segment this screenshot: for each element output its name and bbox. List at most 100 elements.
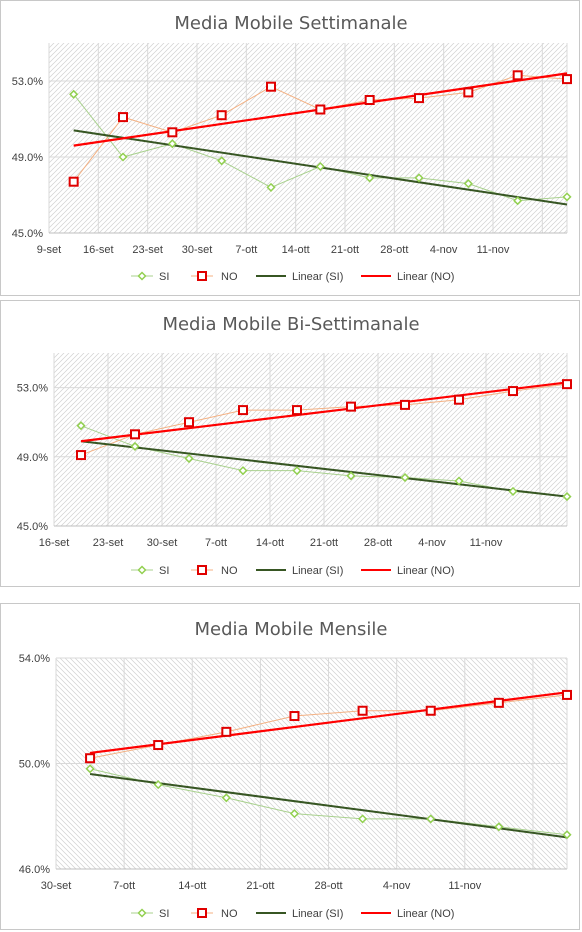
legend-si-marker	[137, 271, 147, 281]
point-si	[426, 814, 436, 824]
legend-si-label: SI	[159, 271, 169, 283]
x-tick-label: 7-ott	[235, 244, 257, 256]
point-si	[454, 476, 464, 486]
x-tick-label: 14-ott	[282, 244, 310, 256]
chart-monthly: Media Mobile Mensile 46.0% 50.0% 54.0% 30-se…	[19, 619, 572, 920]
point-no	[85, 753, 96, 764]
chart-biweekly: Media Mobile Bi-Settimanale 45.0% 49.0% 53.…	[17, 314, 572, 577]
point-si	[562, 192, 572, 202]
trendline-si	[80, 440, 568, 498]
point-no	[414, 93, 424, 104]
point-si	[153, 780, 163, 790]
point-no	[425, 705, 436, 716]
chart-panel-biweekly: Media Mobile Bi-Settimanale 45.0% 49.0% 53.…	[0, 300, 580, 587]
legend-no-label: NO	[221, 908, 238, 920]
point-no	[463, 87, 474, 98]
y-tick-label: 49.0%	[17, 452, 48, 464]
chart-title: Media Mobile Settimanale	[174, 13, 407, 34]
point-si	[346, 471, 356, 481]
point-no	[221, 726, 232, 737]
y-tick-label: 54.0%	[19, 653, 50, 665]
point-no	[68, 176, 79, 187]
x-tick-label: 23-set	[93, 537, 124, 549]
point-si	[217, 156, 227, 166]
legend: SI NO Linear (SI) Linear (NO)	[131, 565, 454, 577]
point-no	[184, 417, 194, 428]
legend-no-marker	[197, 565, 207, 575]
point-si	[365, 173, 375, 183]
point-si	[463, 179, 473, 189]
x-tick-label: 21-ott	[310, 537, 338, 549]
trendline-no	[80, 381, 568, 443]
legend-trend-si-label: Linear (SI)	[292, 565, 343, 577]
point-si	[266, 182, 276, 192]
point-si	[494, 822, 504, 832]
chart-title: Media Mobile Mensile	[194, 619, 387, 640]
legend-si-marker	[137, 908, 147, 918]
x-tick-label: 21-ott	[246, 880, 274, 892]
legend-trend-no-label: Linear (NO)	[397, 908, 454, 920]
point-no	[508, 386, 518, 397]
x-tick-label: 14-ott	[178, 880, 206, 892]
point-si	[414, 173, 424, 183]
point-no	[357, 705, 368, 716]
trendline-no	[89, 691, 568, 755]
point-si	[69, 89, 79, 99]
x-tick-label: 16-set	[39, 537, 70, 549]
legend: SI NO Linear (SI) Linear (NO)	[131, 908, 454, 920]
trendline-si	[89, 773, 568, 839]
point-no	[346, 401, 356, 412]
point-no	[153, 740, 164, 751]
point-si	[292, 466, 302, 476]
point-no	[266, 81, 276, 92]
y-tick-label: 49.0%	[12, 152, 43, 164]
legend-si-marker	[137, 565, 147, 575]
legend-trend-no-label: Linear (NO)	[397, 565, 454, 577]
point-si	[289, 809, 300, 819]
point-no	[289, 711, 300, 722]
point-no	[315, 104, 326, 115]
x-tick-label: 28-ott	[364, 537, 392, 549]
point-si	[358, 814, 368, 824]
point-no	[562, 689, 572, 700]
series-line-si	[80, 425, 568, 498]
x-tick-label: 4-nov	[430, 244, 458, 256]
point-si	[221, 793, 231, 803]
series-line-si	[89, 768, 568, 836]
chart-panel-monthly: Media Mobile Mensile 46.0% 50.0% 54.0% 30-se…	[0, 603, 580, 930]
point-si	[562, 830, 572, 840]
x-tick-label: 7-ott	[113, 880, 135, 892]
x-tick-label: 14-ott	[256, 537, 284, 549]
point-no	[238, 405, 248, 416]
y-tick-label: 46.0%	[19, 864, 50, 876]
legend-no-label: NO	[221, 565, 238, 577]
point-no	[292, 405, 302, 416]
x-tick-label: 28-ott	[314, 880, 342, 892]
point-si	[76, 421, 86, 431]
legend-si-label: SI	[159, 565, 169, 577]
x-tick-label: 28-ott	[380, 244, 408, 256]
point-si	[130, 441, 140, 451]
point-no	[562, 379, 572, 390]
chart-panel-weekly: Media Mobile Settimanale 45.0% 49.0% 53.0% 9…	[0, 0, 580, 296]
point-no	[216, 110, 227, 121]
point-si	[167, 139, 177, 149]
point-no	[493, 697, 504, 708]
y-tick-label: 45.0%	[12, 228, 43, 240]
point-no	[454, 394, 464, 405]
plot-area	[54, 353, 567, 526]
point-si	[85, 764, 95, 774]
point-no	[130, 429, 140, 440]
point-si	[238, 466, 248, 476]
legend-trend-si-label: Linear (SI)	[292, 908, 343, 920]
point-si	[118, 152, 128, 162]
legend-trend-no-label: Linear (NO)	[397, 271, 454, 283]
x-tick-label: 16-set	[83, 244, 114, 256]
x-tick-label: 21-ott	[331, 244, 359, 256]
y-tick-label: 50.0%	[19, 759, 50, 771]
point-si	[315, 161, 325, 172]
point-no	[512, 70, 523, 81]
point-no	[562, 74, 572, 85]
chart-weekly: Media Mobile Settimanale 45.0% 49.0% 53.0% 9…	[12, 13, 572, 283]
chart-title: Media Mobile Bi-Settimanale	[162, 314, 419, 335]
